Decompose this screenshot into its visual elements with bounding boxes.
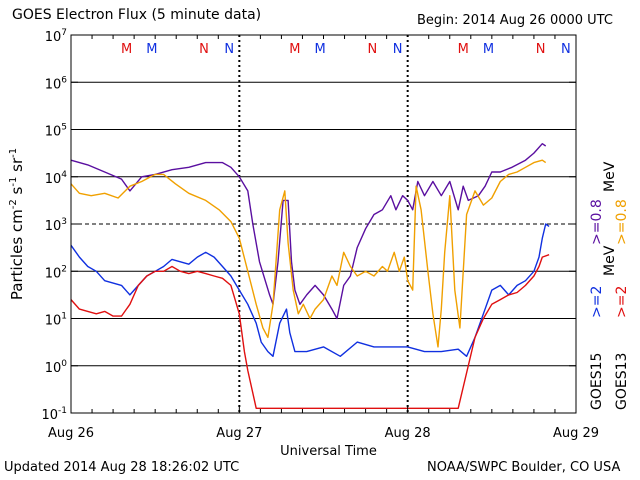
marker-m: M [315, 42, 326, 57]
axis-layer [70, 34, 577, 414]
y-tick-label: 102 [45, 264, 67, 281]
updated-timestamp: Updated 2014 Aug 28 18:26:02 UTC [4, 460, 240, 475]
legend-goes15-ge08: >=0.8 [589, 199, 605, 245]
series-layer [70, 143, 550, 409]
legend-goes15: GOES15 [589, 353, 605, 410]
marker-n: N [561, 42, 571, 57]
y-tick-label: 103 [45, 217, 67, 234]
series-line-0 [70, 143, 547, 320]
x-tick-label: Aug 26 [48, 426, 94, 441]
series-line-1 [70, 159, 547, 348]
marker-n: N [367, 42, 377, 57]
marker-n: N [536, 42, 546, 57]
x-tick-label: Aug 29 [553, 426, 599, 441]
x-axis-label: Universal Time [280, 444, 377, 459]
marker-m: M [121, 42, 132, 57]
legend-goes13: GOES13 [614, 353, 630, 410]
legend-unit-08: MeV [602, 161, 618, 192]
begin-time: Begin: 2014 Aug 26 0000 UTC [417, 13, 613, 28]
marker-m: M [289, 42, 300, 57]
y-tick-label: 101 [45, 312, 67, 329]
y-tick-label: 107 [45, 28, 67, 45]
y-tick-label: 104 [45, 170, 68, 187]
marker-m: M [146, 42, 157, 57]
y-axis-label: Particles cm-2 s-1 sr-1 [8, 148, 26, 300]
chart-title: GOES Electron Flux (5 minute data) [12, 7, 262, 23]
credit-text: NOAA/SWPC Boulder, CO USA [427, 460, 621, 475]
series-line-3 [70, 254, 550, 409]
marker-m: M [483, 42, 494, 57]
y-tick-label: 100 [45, 359, 68, 376]
grid-layer [71, 35, 576, 413]
legend-goes13-ge2: >=2 [614, 286, 630, 318]
y-tick-label: 106 [45, 75, 68, 92]
marker-n: N [224, 42, 234, 57]
label-layer: 107 106 105 104 103 102 101 100 10-1 Aug 26 Aug 27… [8, 28, 630, 459]
marker-n: N [393, 42, 403, 57]
marker-n: N [199, 42, 209, 57]
legend-unit-2: MeV [602, 245, 618, 276]
legend-goes15-ge2: >=2 [589, 286, 605, 318]
y-tick-label: 105 [45, 123, 67, 140]
legend-goes13-ge08: >=0.8 [614, 199, 630, 245]
marker-m: M [458, 42, 469, 57]
y-tick-label: 10-1 [41, 406, 67, 423]
x-tick-label: Aug 27 [216, 426, 262, 441]
x-tick-label: Aug 28 [385, 426, 431, 441]
